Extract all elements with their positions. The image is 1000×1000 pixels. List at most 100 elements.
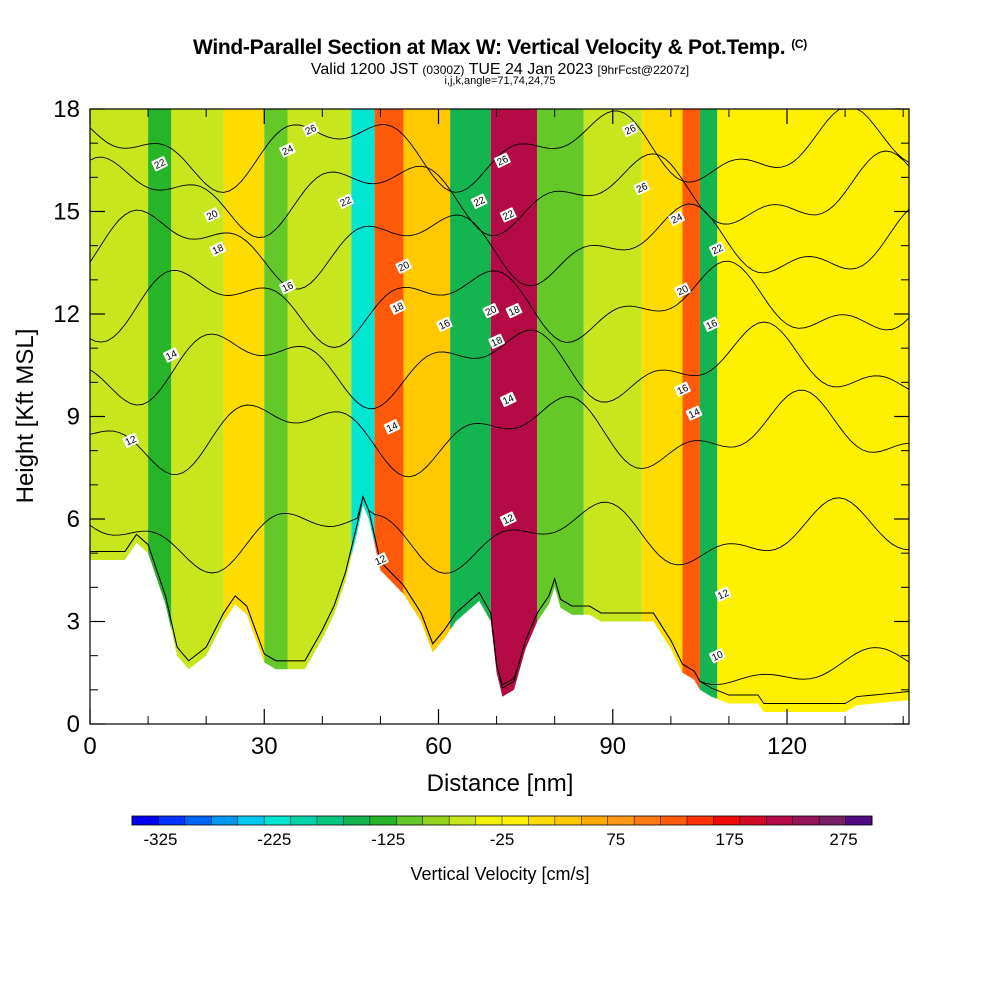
valid-utc: (0300Z) xyxy=(422,63,465,77)
theta-contour-16 xyxy=(90,389,909,478)
contour-label: 20 xyxy=(203,207,221,223)
contour-label: 18 xyxy=(488,333,505,350)
colorbar-swatch xyxy=(449,816,476,825)
contour-label: 20 xyxy=(674,282,691,298)
colorbar-swatch xyxy=(290,816,318,825)
contour-label-text: 16 xyxy=(676,383,691,398)
chart-params: i,j,k,angle=71,74,24,75 xyxy=(444,75,556,87)
contour-label: 24 xyxy=(668,210,686,227)
colorbar-swatch xyxy=(184,816,212,825)
contour-label-text: 12 xyxy=(124,434,139,449)
contour-label-text: 24 xyxy=(281,143,296,158)
contour-label: 12 xyxy=(714,586,732,603)
contour-label-text: 20 xyxy=(205,208,220,223)
contour-label-text: 22 xyxy=(153,157,168,172)
y-tick-label: 18 xyxy=(53,96,80,123)
contour-label-text: 12 xyxy=(373,553,388,568)
x-tick-label: 120 xyxy=(767,733,807,760)
contour-label-text: 20 xyxy=(676,283,691,298)
colorbar-swatch xyxy=(502,816,529,825)
contour-label-text: 18 xyxy=(211,242,226,257)
x-tick-label: 0 xyxy=(83,733,96,760)
chart-title: Wind-Parallel Section at Max W: Vertical… xyxy=(0,36,1000,60)
contour-label: 10 xyxy=(708,648,726,664)
colorbar-swatch xyxy=(687,816,714,825)
contour-label-text: 26 xyxy=(495,154,510,169)
velocity-cell-2 xyxy=(171,109,224,724)
contour-label-text: 20 xyxy=(484,304,499,319)
y-tick-label: 0 xyxy=(67,711,80,738)
colorbar-tick-label: -225 xyxy=(257,830,291,849)
theta-contour-24 xyxy=(90,150,909,238)
x-tick-label: 30 xyxy=(251,733,278,760)
velocity-cell-15 xyxy=(699,109,718,724)
axis-ticks: 0 30 60 90 120 0 3 6 9 12 15 18 xyxy=(53,96,909,760)
colorbar: -325 -225 -125 -25 75 175 275 xyxy=(131,815,873,849)
y-tick-label: 15 xyxy=(53,199,80,226)
y-tick-label: 9 xyxy=(67,404,80,431)
contour-label: 20 xyxy=(482,302,500,319)
theta-contour-12 xyxy=(90,495,909,686)
contour-label-text: 22 xyxy=(339,195,354,210)
contour-label: 22 xyxy=(151,156,169,172)
copyright-mark: (C) xyxy=(791,37,807,51)
contour-label: 16 xyxy=(703,316,720,333)
contour-label-text: 20 xyxy=(397,260,412,275)
contour-label-text: 22 xyxy=(472,195,487,210)
contour-label-text: 16 xyxy=(437,318,452,333)
contour-label-text: 14 xyxy=(164,348,179,363)
terrain xyxy=(90,505,909,724)
colorbar-swatch xyxy=(581,816,609,825)
valid-date: TUE 24 Jan 2023 xyxy=(468,61,594,78)
colorbar-swatch xyxy=(369,816,397,825)
contour-label: 16 xyxy=(279,279,296,295)
colorbar-swatch xyxy=(766,816,794,825)
contour-label-text: 14 xyxy=(385,420,400,435)
contour-label: 26 xyxy=(302,121,320,138)
forecast-info: [9hrFcst@2207z] xyxy=(597,63,690,77)
colorbar-tick-label: -325 xyxy=(143,830,177,849)
contour-label-text: 24 xyxy=(670,212,685,227)
contour-label: 20 xyxy=(395,258,413,275)
contour-label: 22 xyxy=(470,193,488,210)
colorbar-swatch xyxy=(634,816,661,825)
colorbar-swatch xyxy=(554,816,582,825)
contour-label-text: 12 xyxy=(716,588,731,603)
velocity-cell-16 xyxy=(717,109,909,724)
contour-label: 14 xyxy=(499,391,517,408)
contour-label: 24 xyxy=(279,142,296,158)
colorbar-swatch xyxy=(475,816,503,825)
terrain-mask xyxy=(90,505,909,724)
theta-contour-20 xyxy=(90,260,909,348)
contour-label-text: 16 xyxy=(281,280,296,295)
colorbar-swatch xyxy=(158,816,186,825)
contour-label: 26 xyxy=(494,152,511,169)
contour-label-text: 22 xyxy=(710,242,725,257)
contour-label: 26 xyxy=(633,179,651,196)
contour-label: 18 xyxy=(389,299,407,315)
theta-contour-14 xyxy=(90,495,909,574)
x-tick-label: 90 xyxy=(599,733,626,760)
contour-label: 22 xyxy=(708,241,726,257)
contour-label: 26 xyxy=(621,121,639,138)
contour-label: 12 xyxy=(122,432,140,449)
contour-label-text: 16 xyxy=(705,318,720,333)
contour-label: 14 xyxy=(162,347,180,363)
contour-label: 16 xyxy=(674,381,691,398)
colorbar-tick-label: -25 xyxy=(490,830,515,849)
x-axis-label: Distance [nm] xyxy=(427,770,574,797)
contour-label-text: 14 xyxy=(687,406,702,421)
y-tick-label: 12 xyxy=(53,301,80,328)
theta-contour-18 xyxy=(90,321,909,410)
theta-contour-22 xyxy=(90,203,909,290)
contour-label-text: 12 xyxy=(501,512,516,527)
contour-label: 18 xyxy=(505,302,523,319)
colorbar-swatch xyxy=(396,816,424,825)
theta-contour-26 xyxy=(90,109,909,193)
contour-labels: 26 24 22 20 18 16 14 12 22 20 18 16 14 12 22 20 18 26 22 18… xyxy=(122,121,732,664)
colorbar-swatch xyxy=(422,816,450,825)
vertical-velocity-field xyxy=(90,109,909,724)
chart-subtitle: Valid 1200 JST (0300Z) TUE 24 Jan 2023 [… xyxy=(0,61,1000,79)
contour-label-text: 14 xyxy=(501,393,516,408)
colorbar-swatch xyxy=(528,816,556,825)
